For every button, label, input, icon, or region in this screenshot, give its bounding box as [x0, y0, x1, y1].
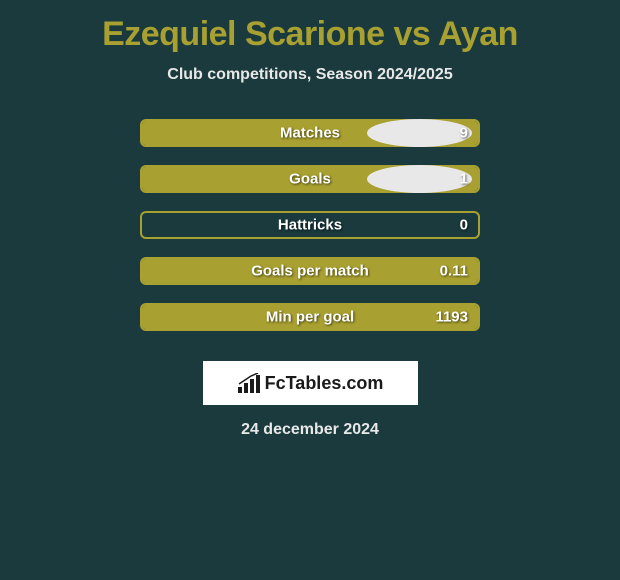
- subtitle: Club competitions, Season 2024/2025: [167, 66, 452, 84]
- date-text: 24 december 2024: [241, 421, 379, 439]
- stats-area: Matches9Goals1Hattricks0Goals per match0…: [140, 119, 480, 349]
- stat-value: 1193: [435, 309, 468, 326]
- logo-content: FcTables.com: [237, 373, 384, 394]
- stat-row: Goals1: [140, 165, 480, 193]
- stat-label: Min per goal: [142, 309, 478, 326]
- infographic-container: Ezequiel Scarione vs Ayan Club competiti…: [0, 0, 620, 449]
- stat-label: Goals: [142, 171, 478, 188]
- logo-text: FcTables.com: [265, 373, 384, 394]
- stat-value: 0.11: [440, 263, 468, 280]
- stat-value: 9: [460, 125, 468, 142]
- stat-bar: Min per goal1193: [140, 303, 480, 331]
- stat-label: Goals per match: [142, 263, 478, 280]
- stat-row: Matches9: [140, 119, 480, 147]
- stat-value: 1: [460, 171, 468, 188]
- stat-row: Goals per match0.11: [140, 257, 480, 285]
- page-title: Ezequiel Scarione vs Ayan: [102, 15, 518, 54]
- stat-bar: Hattricks0: [140, 211, 480, 239]
- stat-row: Hattricks0: [140, 211, 480, 239]
- stat-label: Matches: [142, 125, 478, 142]
- logo-box: FcTables.com: [203, 361, 418, 405]
- stat-label: Hattricks: [142, 217, 478, 234]
- stat-bar: Goals per match0.11: [140, 257, 480, 285]
- stat-row: Min per goal1193: [140, 303, 480, 331]
- bar-chart-icon: [237, 373, 261, 393]
- stat-value: 0: [460, 217, 468, 234]
